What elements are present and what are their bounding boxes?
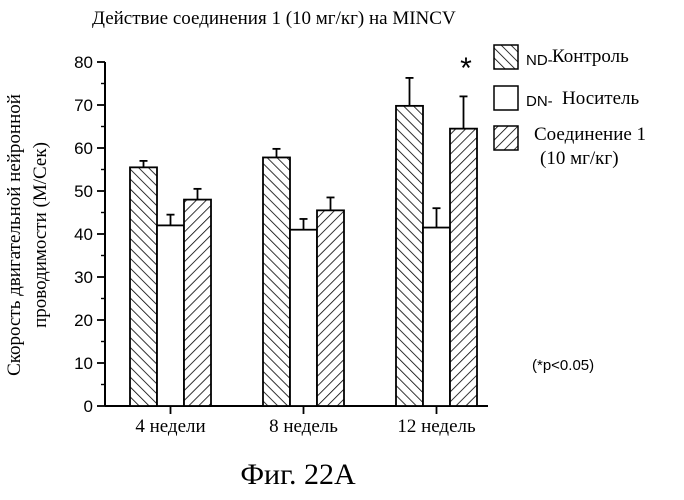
legend-label-dn-main: Носитель xyxy=(562,88,640,109)
bar xyxy=(184,200,211,406)
legend-label-dn-prefix: DN- xyxy=(526,93,553,110)
y-tick-label: 60 xyxy=(74,139,93,158)
x-tick-label: 12 недель xyxy=(397,416,476,437)
bar xyxy=(290,230,317,406)
y-tick-label: 40 xyxy=(74,225,93,244)
y-tick-label: 20 xyxy=(74,311,93,330)
bar xyxy=(423,228,450,406)
legend-label-compound-dose: (10 мг/кг) xyxy=(540,148,619,169)
legend-swatch-nd-control xyxy=(494,45,518,69)
y-tick-label: 30 xyxy=(74,268,93,287)
bar xyxy=(317,210,344,406)
y-tick-label: 0 xyxy=(84,397,93,416)
bars xyxy=(130,78,477,406)
y-tick-label: 10 xyxy=(74,354,93,373)
y-tick-label: 70 xyxy=(74,96,93,115)
bar xyxy=(263,157,290,406)
y-axis-label-line1: Скорость двигательной нейронной xyxy=(4,94,25,376)
y-ticks: 0 10 20 30 40 50 60 70 80 xyxy=(74,53,105,416)
significance-note: (*p<0.05) xyxy=(532,357,594,374)
chart-title: Действие соединения 1 (10 мг/кг) на MINC… xyxy=(92,8,456,29)
bar xyxy=(157,225,184,406)
legend-label-nd-prefix: ND- xyxy=(526,52,553,69)
bar xyxy=(450,129,477,406)
legend-swatch-dn-vehicle xyxy=(494,86,518,110)
x-tick-label: 8 недель xyxy=(269,416,338,437)
y-axis-label-line2: проводимости (М/Сек) xyxy=(30,142,51,328)
y-tick-label: 80 xyxy=(74,53,93,72)
legend-label-compound: Соединение 1 xyxy=(534,124,646,145)
x-tick-label: 4 недели xyxy=(135,416,205,437)
bar xyxy=(396,106,423,406)
legend: ND- Контроль DN- Носитель Соединение 1 (… xyxy=(494,45,646,169)
bar xyxy=(130,167,157,406)
legend-label-nd-main: Контроль xyxy=(552,46,629,67)
figure-caption: Фиг. 22А xyxy=(240,458,356,491)
x-tick-labels: 4 недели 8 недель 12 недель xyxy=(135,406,476,437)
legend-swatch-compound xyxy=(494,126,518,150)
significance-marker: * xyxy=(460,52,472,85)
y-tick-label: 50 xyxy=(74,182,93,201)
